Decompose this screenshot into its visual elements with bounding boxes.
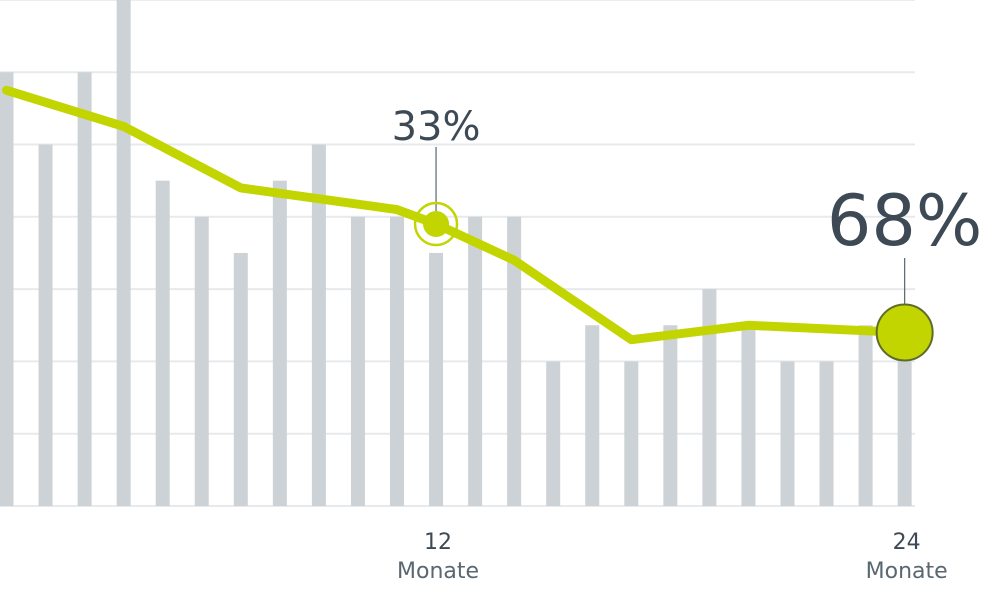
x-tick-label: 12 [424,530,452,555]
bar [858,325,873,506]
x-tick-unit: Monate [866,559,948,584]
annotations: 33% 68% [392,104,983,362]
annotation-label: 33% [392,104,481,150]
bar [546,361,561,506]
bar [468,216,483,507]
bar [585,325,600,506]
bar [350,216,365,507]
bar [77,72,92,506]
gridlines [0,0,915,507]
bar [116,0,131,507]
bar [272,180,287,506]
annotation-marker [875,303,934,362]
bar [702,289,717,506]
bar [741,325,756,506]
annotation-label: 68% [827,180,983,262]
x-tick-unit: Monate [397,559,479,584]
annotation-marker [423,211,450,238]
bar [155,180,170,506]
bar [233,252,248,506]
x-tick-label: 24 [893,530,921,555]
bar [311,144,326,506]
bar [390,216,404,507]
bar [0,72,14,506]
bar-series [0,0,912,507]
bar [663,325,678,506]
bar [507,216,522,507]
bar [780,361,795,506]
bar [194,216,209,507]
annotation-marker-ring [413,201,459,247]
bar [819,361,834,506]
bar [429,252,444,506]
bar [38,144,53,506]
bar [897,361,912,506]
bar [624,361,639,506]
x-axis-ticks: 12 Monate 24 Monate [397,530,948,584]
